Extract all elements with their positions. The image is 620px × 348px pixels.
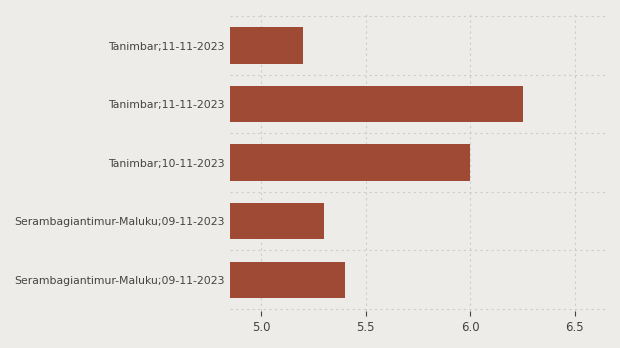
Bar <box>0 144 471 181</box>
Bar <box>0 203 324 239</box>
Bar <box>0 86 523 122</box>
Bar <box>0 262 345 298</box>
Bar <box>0 27 303 64</box>
